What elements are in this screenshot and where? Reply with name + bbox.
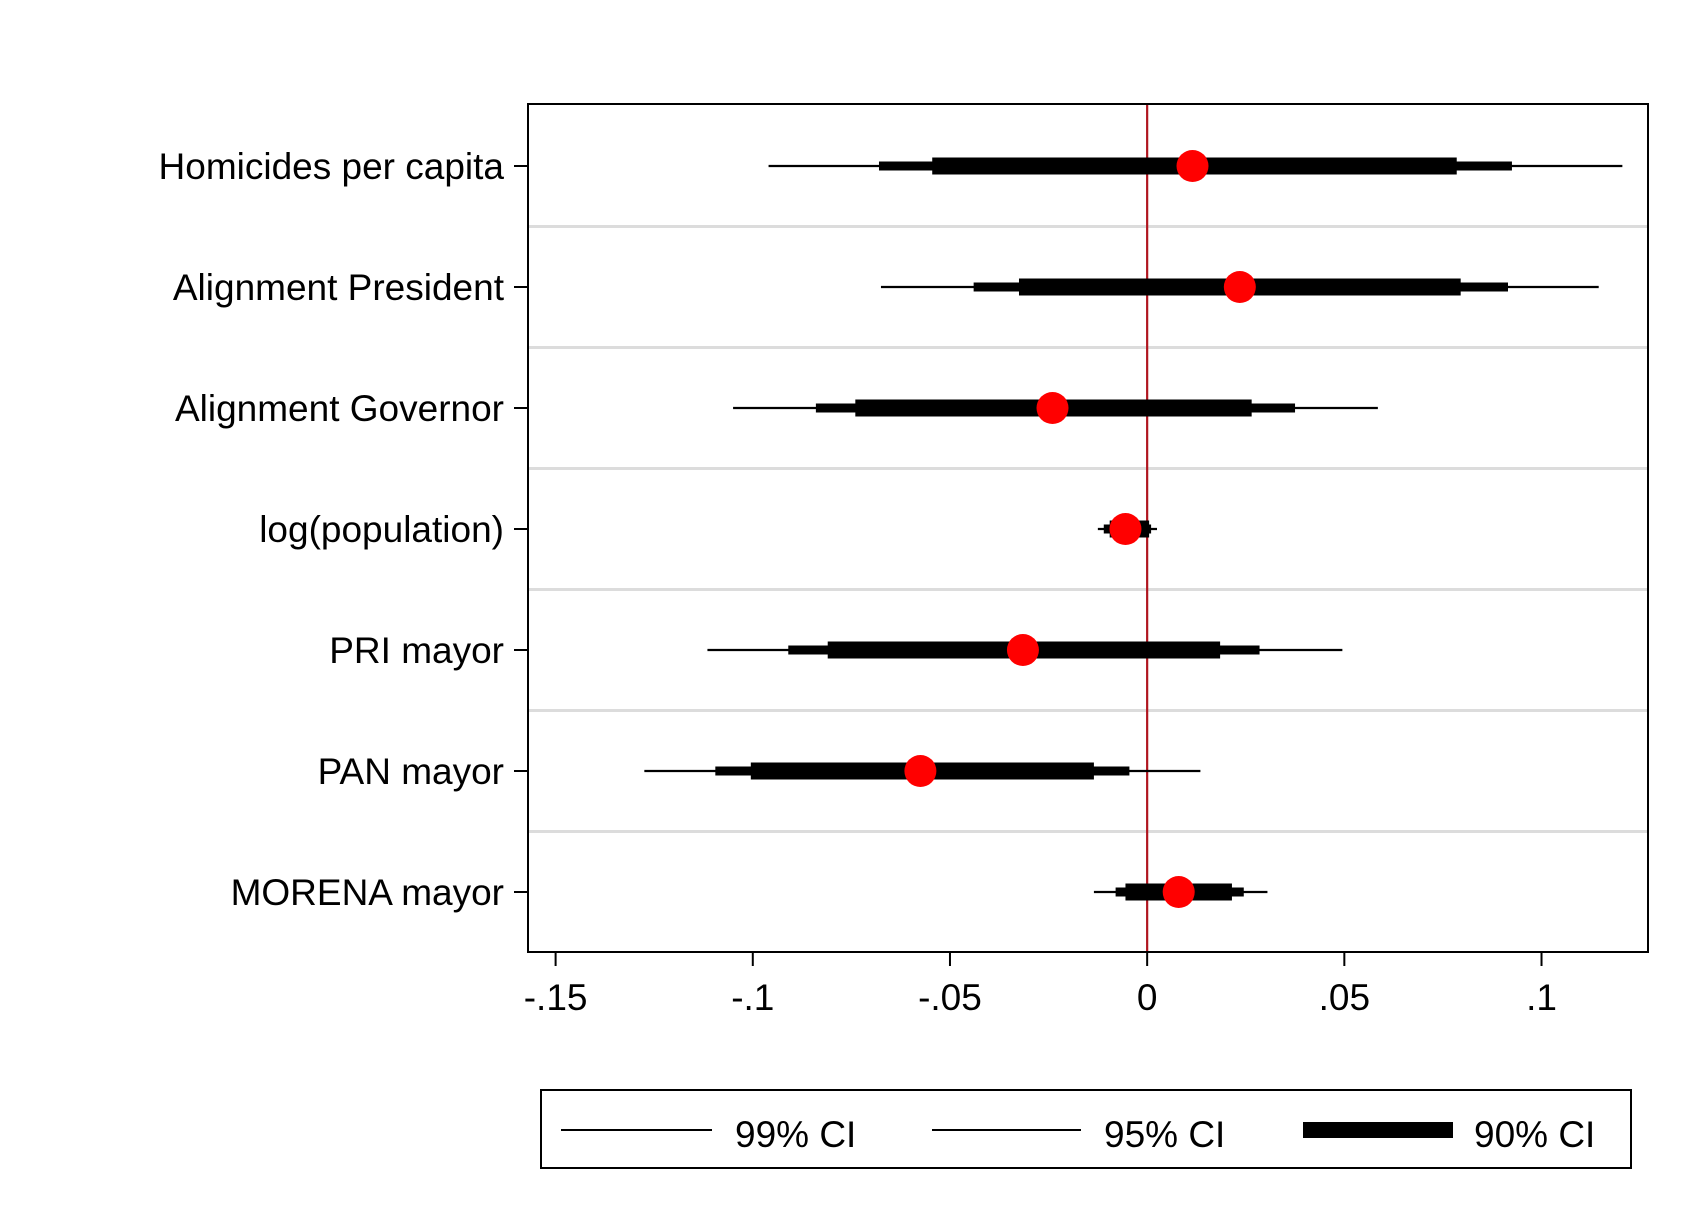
x-tick-label: -.1 [731, 977, 774, 1018]
y-tick-label: log(population) [259, 509, 504, 550]
legend-label-95: 95% CI [1104, 1114, 1225, 1155]
x-tick-label: .05 [1319, 977, 1370, 1018]
point-estimate [1162, 876, 1195, 908]
point-estimate [1006, 634, 1039, 666]
x-tick-label: .1 [1526, 977, 1557, 1018]
point-estimates [904, 150, 1256, 908]
x-tick-label: 0 [1137, 977, 1158, 1018]
legend-label-90: 90% CI [1474, 1114, 1595, 1155]
x-tick-label: -.15 [524, 977, 588, 1018]
row-separators [528, 225, 1648, 833]
plot-area [528, 104, 1648, 952]
y-tick-label: MORENA mayor [231, 872, 504, 913]
point-estimate [1223, 271, 1256, 303]
x-axis: -.15 -.1 -.05 0 .05 .1 [524, 952, 1557, 1018]
y-tick-label: Alignment Governor [175, 388, 504, 429]
legend-label-99: 99% CI [735, 1114, 856, 1155]
point-estimate [904, 755, 937, 787]
y-axis: Homicides per capita Alignment President A… [159, 146, 528, 913]
y-tick-label: Alignment President [173, 267, 505, 308]
y-tick-label: Homicides per capita [159, 146, 505, 187]
y-tick-label: PRI mayor [329, 630, 504, 671]
point-estimate [1176, 150, 1209, 182]
y-tick-label: PAN mayor [318, 751, 504, 792]
legend: 99% CI 95% CI 90% CI [540, 1089, 1632, 1169]
point-estimate [1036, 392, 1069, 424]
x-tick-label: -.05 [918, 977, 982, 1018]
point-estimate [1109, 513, 1142, 545]
